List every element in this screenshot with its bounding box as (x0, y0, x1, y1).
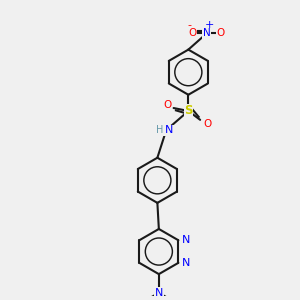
Text: O: O (217, 28, 225, 38)
Text: H: H (156, 125, 164, 135)
Text: N: N (182, 235, 190, 245)
Text: -: - (188, 20, 192, 30)
Text: N: N (165, 125, 173, 135)
Text: O: O (163, 100, 171, 110)
Text: N: N (203, 28, 211, 38)
Text: N: N (155, 288, 163, 298)
Text: O: O (203, 119, 211, 129)
Text: N: N (182, 258, 190, 268)
Text: O: O (189, 28, 197, 38)
Text: S: S (184, 104, 193, 118)
Text: +: + (205, 20, 214, 30)
